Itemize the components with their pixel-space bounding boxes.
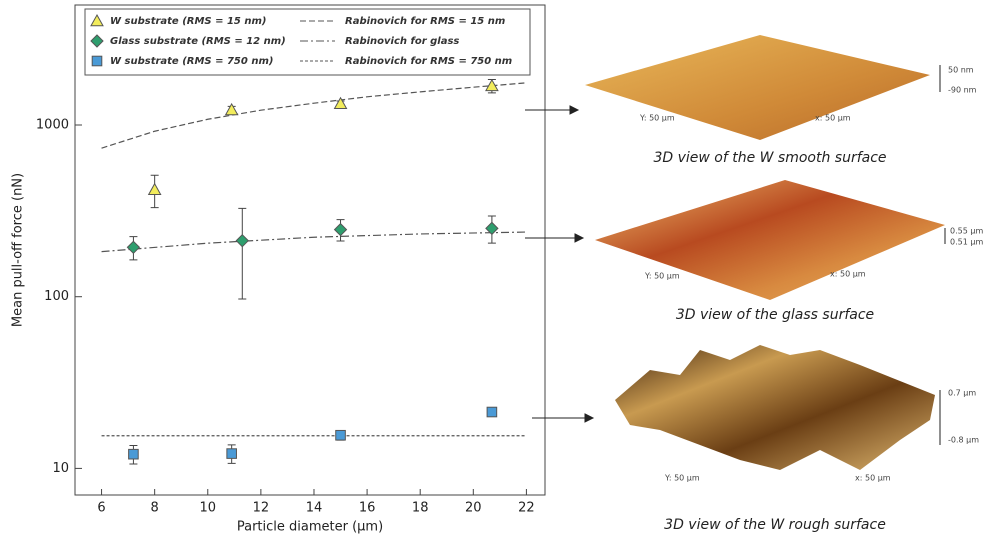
y-tick-label: 100 bbox=[44, 289, 69, 304]
legend-label: Rabinovich for glass bbox=[345, 36, 459, 47]
marker bbox=[486, 406, 498, 418]
x-tick-label: 6 bbox=[97, 501, 105, 516]
x-tick-label: 22 bbox=[518, 501, 535, 516]
error-bar bbox=[238, 207, 247, 300]
x-tick-label: 16 bbox=[359, 501, 376, 516]
surface-caption: 3D view of the glass surface bbox=[676, 307, 874, 323]
legend-box bbox=[84, 8, 531, 76]
plot-frame bbox=[74, 4, 546, 496]
surface-images bbox=[525, 35, 946, 470]
y-axis-label: Mean pull-off force (nN) bbox=[11, 173, 26, 327]
surface-smooth bbox=[585, 35, 930, 140]
z-label: 0.51 µm bbox=[950, 238, 983, 247]
legend-label: W substrate (RMS = 15 nm) bbox=[110, 16, 266, 27]
axis-label: x: 50 µm bbox=[815, 114, 851, 123]
marker bbox=[235, 233, 249, 248]
legend-marker bbox=[91, 55, 103, 67]
marker bbox=[333, 96, 348, 110]
marker bbox=[224, 102, 239, 116]
marker bbox=[333, 222, 348, 237]
z-label: -90 nm bbox=[948, 86, 977, 95]
y-tick-label: 10 bbox=[52, 461, 69, 476]
x-tick-label: 20 bbox=[465, 501, 482, 516]
marker bbox=[126, 240, 141, 254]
axis-label: Y: 50 µm bbox=[639, 114, 675, 123]
axis-label: Y: 50 µm bbox=[644, 272, 680, 281]
axis-label: x: 50 µm bbox=[830, 270, 866, 279]
x-tick-label: 12 bbox=[253, 501, 270, 516]
x-tick-label: 18 bbox=[412, 501, 429, 516]
surface-glass bbox=[595, 180, 945, 300]
marker bbox=[226, 448, 237, 459]
z-label: 0.55 µm bbox=[950, 227, 983, 236]
x-axis-label: Particle diameter (µm) bbox=[237, 520, 383, 535]
axis-label: x: 50 µm bbox=[855, 474, 891, 483]
legend-label: Rabinovich for RMS = 750 nm bbox=[345, 56, 512, 67]
fit-line bbox=[101, 82, 527, 149]
marker bbox=[128, 448, 139, 460]
y-tick-label: 1000 bbox=[36, 118, 69, 133]
marker bbox=[335, 429, 346, 441]
legend-marker bbox=[90, 13, 104, 27]
marker bbox=[485, 78, 499, 92]
marker bbox=[485, 221, 499, 236]
legend-label: Glass substrate (RMS = 12 nm) bbox=[110, 36, 286, 47]
legend-label: Rabinovich for RMS = 15 nm bbox=[345, 16, 505, 27]
legend-marker bbox=[90, 34, 104, 48]
z-label: 50 nm bbox=[948, 66, 974, 75]
z-label: -0.8 µm bbox=[948, 436, 979, 445]
marker bbox=[147, 182, 162, 195]
surface-rough bbox=[615, 345, 935, 470]
surface-caption: 3D view of the W rough surface bbox=[664, 517, 886, 533]
z-label: 0.7 µm bbox=[948, 389, 976, 398]
surface-caption: 3D view of the W smooth surface bbox=[653, 150, 886, 166]
x-tick-label: 10 bbox=[199, 501, 216, 516]
axis-label: Y: 50 µm bbox=[664, 474, 700, 483]
x-tick-label: 8 bbox=[151, 501, 159, 516]
x-tick-label: 14 bbox=[306, 501, 323, 516]
fit-line bbox=[101, 231, 527, 253]
legend-label: W substrate (RMS = 750 nm) bbox=[110, 56, 273, 67]
